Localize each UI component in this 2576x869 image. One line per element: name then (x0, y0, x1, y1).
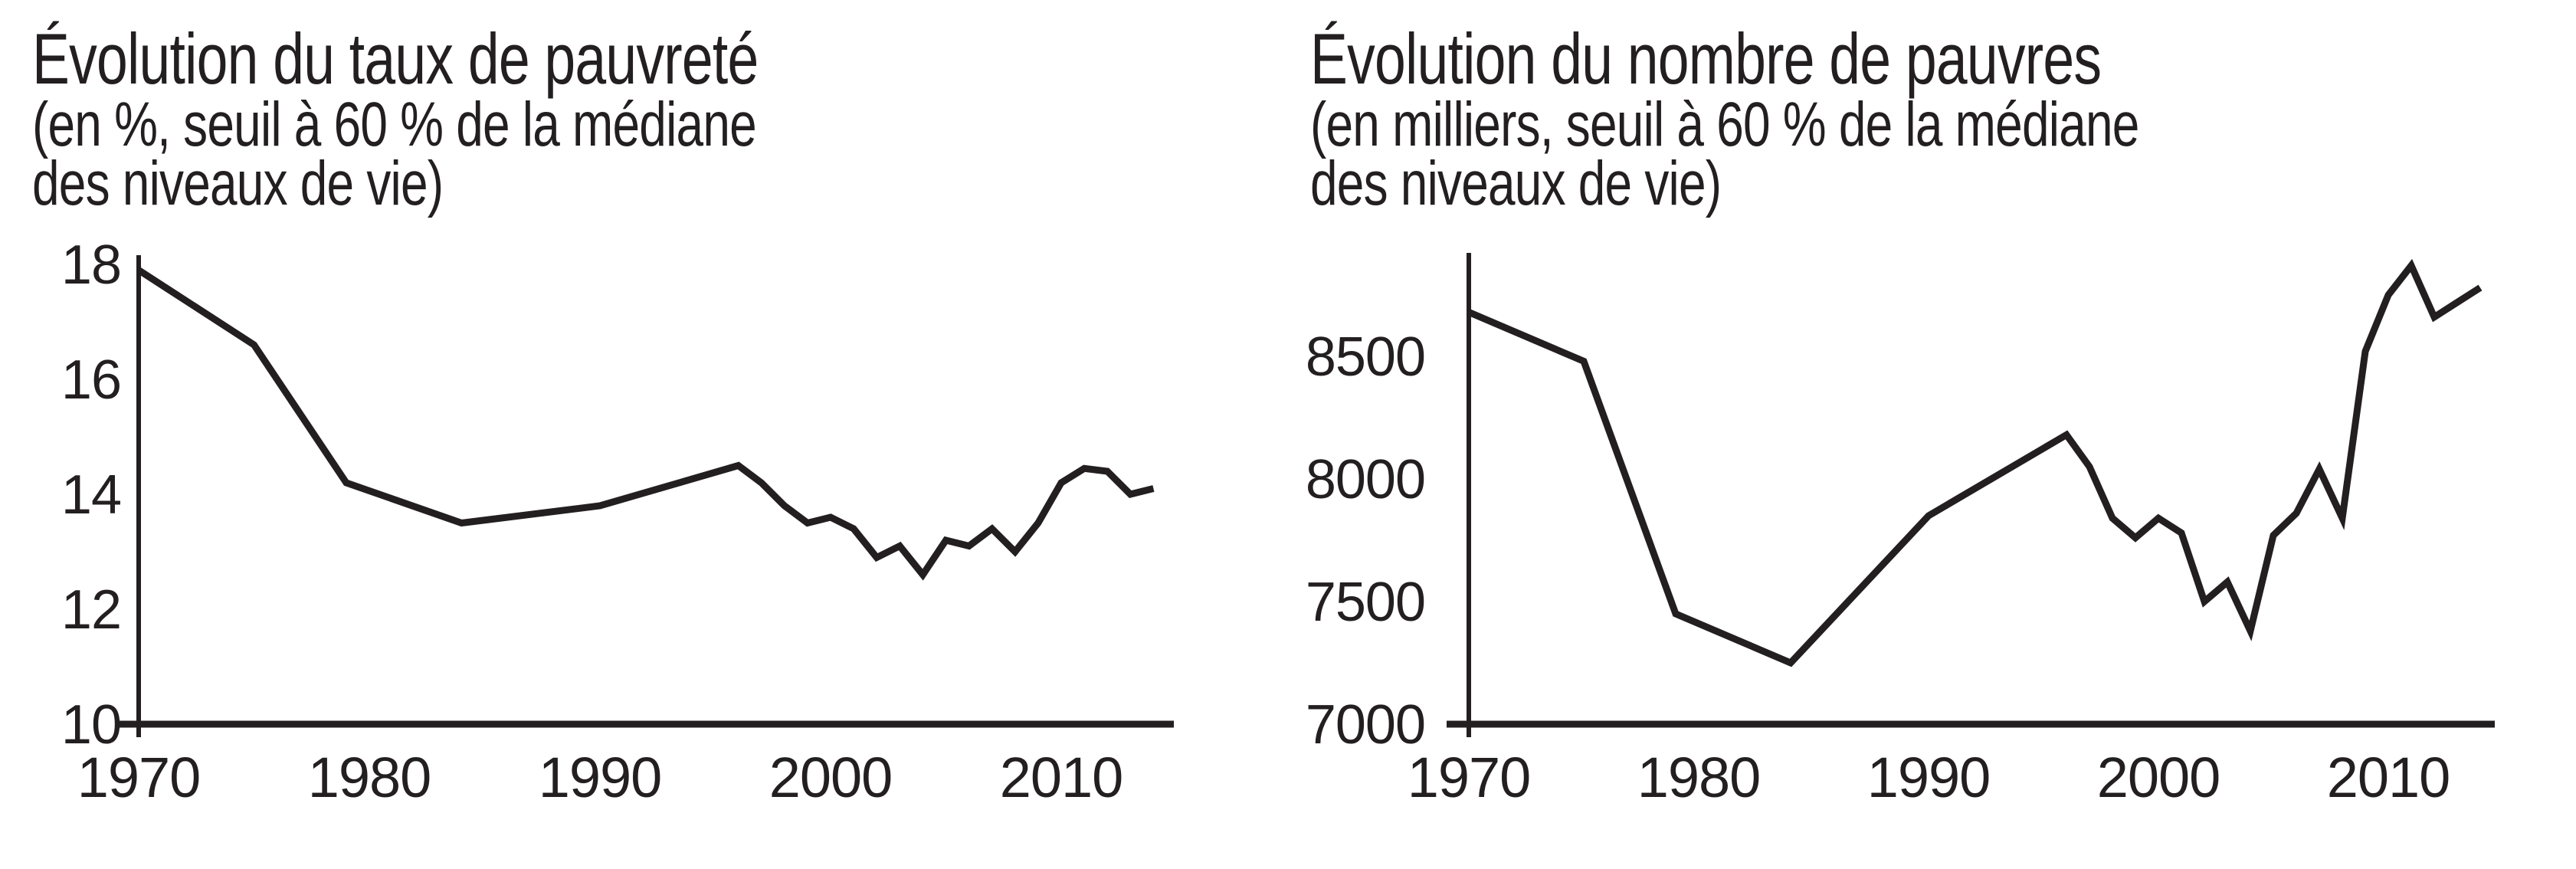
right-x-tick-label-1980: 1980 (1637, 746, 1761, 809)
left-y-tick-label-16: 16 (61, 349, 121, 411)
left-series-line (136, 267, 1155, 581)
left-x-tick-label-1970: 1970 (77, 746, 201, 809)
right-x-tick-label-2010: 2010 (2327, 746, 2450, 809)
right-chart-title-block: Évolution du nombre de pauvres (en milli… (0, 0, 2139, 215)
left-y-tick-label-12: 12 (61, 579, 121, 641)
left-chart-title: Évolution du taux de pauvreté (32, 18, 759, 99)
right-y-tick-label-8000: 8000 (1306, 449, 1425, 510)
left-y-tick-label-14: 14 (61, 464, 121, 526)
right-chart-subtitle-line2: des niveaux de vie) (1310, 149, 1722, 218)
right-y-tick-label-8500: 8500 (1306, 326, 1425, 388)
right-x-tick-label-1990: 1990 (1867, 746, 1991, 809)
left-x-tick-label-1990: 1990 (539, 746, 662, 809)
left-chart-subtitle-line2: des niveaux de vie) (32, 149, 444, 218)
left-chart-title-block: Évolution du taux de pauvreté (en %, seu… (0, 0, 759, 215)
right-x-tick-label-2000: 2000 (2097, 746, 2220, 809)
left-y-tick-label-10: 10 (61, 694, 121, 756)
right-y-tick-label-7500: 7500 (1306, 572, 1425, 633)
left-x-tick-label-2000: 2000 (769, 746, 893, 809)
right-y-tick-label-7000: 7000 (1306, 694, 1425, 756)
right-x-tick-label-1970: 1970 (1408, 746, 1531, 809)
left-x-tick-label-1980: 1980 (308, 746, 431, 809)
right-chart-subtitle-line1: (en milliers, seuil à 60 % de la médiane (1310, 90, 2139, 159)
left-x-tick-label-2010: 2010 (1000, 746, 1123, 809)
right-chart-title: Évolution du nombre de pauvres (1310, 18, 2102, 99)
right-series-line (1467, 258, 2483, 667)
left-y-tick-label-18: 18 (61, 234, 121, 296)
left-chart-subtitle-line1: (en %, seuil à 60 % de la médiane (32, 90, 757, 159)
